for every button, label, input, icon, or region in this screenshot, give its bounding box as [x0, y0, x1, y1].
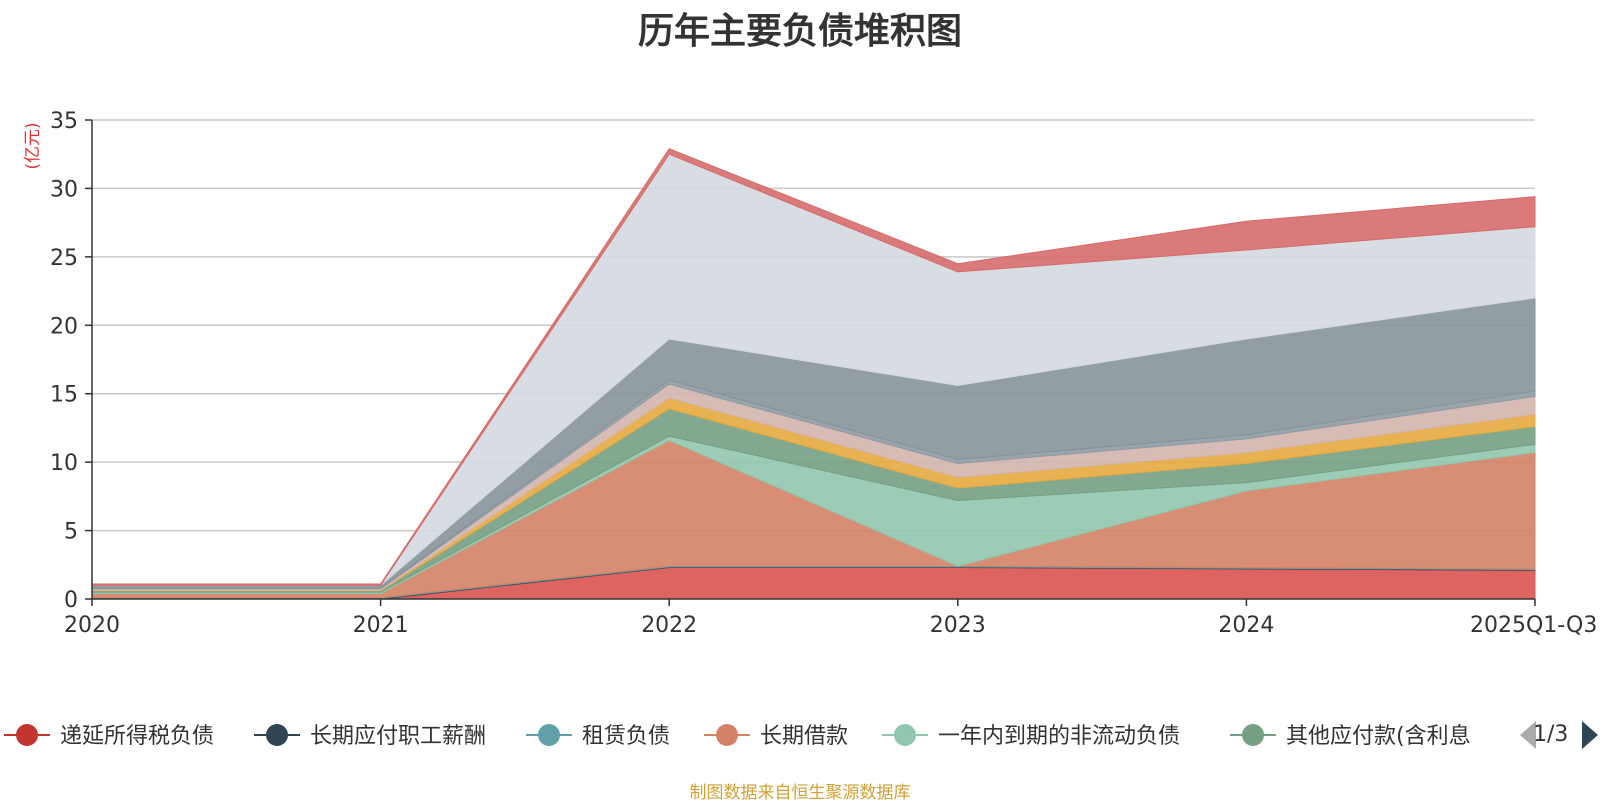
y-tick-label: 30	[50, 177, 78, 202]
legend-marker-icon	[716, 724, 738, 746]
x-tick-label: 2020	[64, 613, 120, 638]
legend-label: 其他应付款(含利息	[1286, 724, 1471, 749]
area-series-layer	[91, 148, 1536, 600]
data-source-note: 制图数据来自恒生聚源数据库	[689, 783, 911, 803]
legend-marker-icon	[266, 724, 288, 746]
legend-label: 长期借款	[760, 724, 848, 749]
x-tick-label: 2025Q1-Q3	[1470, 613, 1597, 638]
legend-item-2[interactable]: 租赁负债	[526, 724, 670, 749]
legend-next-icon[interactable]	[1582, 721, 1598, 749]
legend-page-indicator: 1/3	[1533, 722, 1568, 747]
y-tick-label: 10	[50, 451, 78, 476]
legend-label: 租赁负债	[582, 724, 670, 749]
x-tick-label: 2021	[353, 613, 409, 638]
legend[interactable]: 递延所得税负债 长期应付职工薪酬 租赁负债 长期借款 一年内到期的非流动负债 其他应付款(…	[4, 721, 1598, 749]
axes: 0 5 10 15 20 25 30 35 2020 2021 2022 2023 2024 2025Q1…	[23, 109, 1597, 638]
legend-label: 一年内到期的非流动负债	[938, 724, 1180, 749]
legend-marker-icon	[538, 724, 560, 746]
x-tick-label: 2023	[930, 613, 986, 638]
legend-label: 长期应付职工薪酬	[310, 724, 486, 749]
legend-prev-icon[interactable]	[1520, 721, 1536, 749]
chart-title: 历年主要负债堆积图	[637, 11, 962, 52]
y-tick-label: 0	[64, 588, 78, 613]
legend-item-4[interactable]: 一年内到期的非流动负债	[882, 724, 1180, 749]
legend-marker-icon	[1242, 724, 1264, 746]
y-tick-label: 5	[64, 520, 78, 545]
x-tick-label: 2022	[641, 613, 697, 638]
y-tick-label: 35	[50, 109, 78, 134]
legend-marker-icon	[16, 724, 38, 746]
legend-item-0[interactable]: 递延所得税负债	[4, 724, 214, 749]
legend-item-5[interactable]: 其他应付款(含利息	[1230, 724, 1471, 749]
y-axis-unit-label: (亿元)	[23, 122, 43, 169]
legend-label: 递延所得税负债	[60, 724, 214, 749]
y-tick-label: 20	[50, 314, 78, 339]
y-tick-label: 25	[50, 246, 78, 271]
y-tick-label: 15	[50, 383, 78, 408]
x-tick-label: 2024	[1218, 613, 1274, 638]
area-series-11	[91, 148, 1536, 586]
legend-item-1[interactable]: 长期应付职工薪酬	[254, 724, 486, 749]
legend-marker-icon	[894, 724, 916, 746]
legend-item-3[interactable]: 长期借款	[704, 724, 848, 749]
